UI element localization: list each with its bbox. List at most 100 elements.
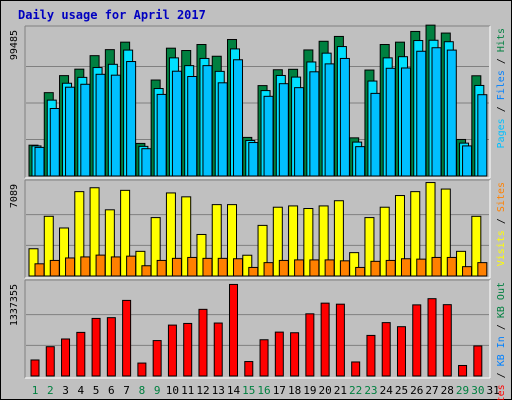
visits-bar-day-29 (456, 250, 467, 277)
kbytes-bar-day-17 (274, 331, 284, 377)
kbytes-bar-day-9 (152, 340, 162, 377)
legend-files: Files (496, 70, 507, 100)
sites-bar-day-18 (294, 259, 305, 277)
pages-bar-day-7 (126, 61, 137, 177)
pages-bar-day-1 (34, 146, 45, 177)
sites-bar-day-23 (370, 260, 381, 277)
day-label: 12 (196, 384, 209, 397)
sites-bar-day-12 (202, 257, 213, 277)
pages-bar-day-12 (202, 65, 213, 177)
pages-bar-day-16 (263, 95, 274, 177)
sites-bar-day-15 (248, 266, 259, 277)
day-label: 10 (166, 384, 179, 397)
visits-bar-day-7 (120, 189, 131, 277)
sites-bar-day-25 (400, 258, 411, 277)
legend-sites: Sites (496, 182, 507, 212)
kbytes-bar-day-26 (412, 304, 422, 377)
day-label: 2 (47, 384, 54, 397)
kbytes-bar-day-28 (442, 304, 452, 377)
visits-bar-day-2 (43, 215, 54, 277)
pages-bar-day-23 (370, 92, 381, 177)
day-label: 8 (139, 384, 146, 397)
sites-bar-day-28 (446, 256, 457, 277)
pages-bar-day-22 (355, 146, 366, 177)
pages-bar-day-10 (171, 70, 182, 177)
sites-bar-day-24 (385, 259, 396, 277)
day-label: 30 (471, 384, 484, 397)
legend-/: / (496, 100, 507, 118)
day-label: 21 (334, 384, 347, 397)
kbytes-bar-day-15 (244, 361, 254, 377)
visits-bar-day-6 (104, 209, 115, 277)
kbytes-bar-day-30 (473, 345, 483, 377)
day-label: 15 (242, 384, 255, 397)
sites-bar-day-7 (126, 255, 137, 277)
day-label: 11 (181, 384, 194, 397)
kbytes-bar-day-16 (259, 339, 269, 377)
pages-bar-day-4 (80, 83, 91, 177)
kbytes-bar-day-11 (183, 322, 193, 377)
kbytes-panel-legend: KBytes / KB In / KB Out (496, 282, 507, 400)
visits-bar-day-9 (150, 217, 161, 277)
day-label: 24 (380, 384, 394, 397)
kbytes-bar-day-27 (427, 298, 437, 377)
day-label: 4 (77, 384, 84, 397)
sites-bar-day-27 (431, 256, 442, 277)
visits-bar-day-15 (242, 254, 253, 277)
visits-bar-day-30 (471, 215, 482, 277)
kbytes-bar-day-22 (351, 361, 361, 377)
pages-bar-day-21 (339, 57, 350, 177)
visits-bar-day-16 (257, 224, 268, 277)
pages-bar-day-13 (217, 82, 228, 177)
visits-bar-day-19 (303, 208, 314, 277)
kbytes-bar-day-29 (458, 364, 468, 377)
visits-bar-day-26 (410, 191, 421, 277)
day-label: 19 (303, 384, 316, 397)
pages-bar-day-14 (233, 59, 244, 177)
visits-panel-max-label: 7089 (9, 184, 20, 208)
pages-bar-day-5 (95, 73, 106, 177)
day-label: 1 (32, 384, 39, 397)
kbytes-bar-day-10 (167, 324, 177, 377)
legend-/: / (496, 318, 507, 336)
day-label: 16 (257, 384, 270, 397)
pages-bar-day-25 (400, 67, 411, 177)
sites-bar-day-10 (171, 257, 182, 277)
sites-bar-day-2 (49, 259, 60, 277)
day-label: 17 (273, 384, 286, 397)
pages-bar-day-8 (141, 148, 152, 177)
pages-bar-day-19 (309, 71, 320, 177)
legend-/: / (496, 366, 507, 384)
day-label: 23 (364, 384, 377, 397)
pages-bar-day-2 (49, 107, 60, 177)
visits-bar-day-17 (272, 206, 283, 277)
sites-bar-day-14 (233, 258, 244, 277)
day-label: 18 (288, 384, 301, 397)
legend-kb-in: KB In (496, 336, 507, 366)
sites-bar-day-4 (80, 256, 91, 277)
kbytes-bar-day-19 (305, 313, 315, 377)
visits-bar-day-20 (318, 205, 329, 277)
visits-bar-day-18 (288, 205, 299, 277)
kbytes-bar-day-8 (137, 362, 147, 377)
visits-panel-legend: Visits / Sites (496, 182, 507, 266)
day-label: 28 (441, 384, 454, 397)
day-label: 31 (486, 384, 499, 397)
visits-bar-day-10 (165, 192, 176, 277)
sites-bar-day-21 (339, 260, 350, 277)
legend-/: / (496, 212, 507, 230)
sites-bar-day-22 (355, 266, 366, 277)
sites-bar-day-17 (278, 259, 289, 277)
sites-bar-day-6 (110, 256, 121, 277)
sites-bar-day-1 (34, 263, 45, 277)
day-label: 26 (410, 384, 423, 397)
sites-bar-day-29 (462, 266, 473, 277)
day-label: 13 (212, 384, 225, 397)
sites-bar-day-30 (477, 262, 488, 277)
visits-bar-day-25 (394, 195, 405, 277)
visits-bar-day-5 (89, 187, 100, 277)
visits-bar-day-13 (211, 204, 222, 277)
kbytes-bar-day-14 (229, 283, 239, 377)
pages-bar-day-18 (294, 87, 305, 177)
